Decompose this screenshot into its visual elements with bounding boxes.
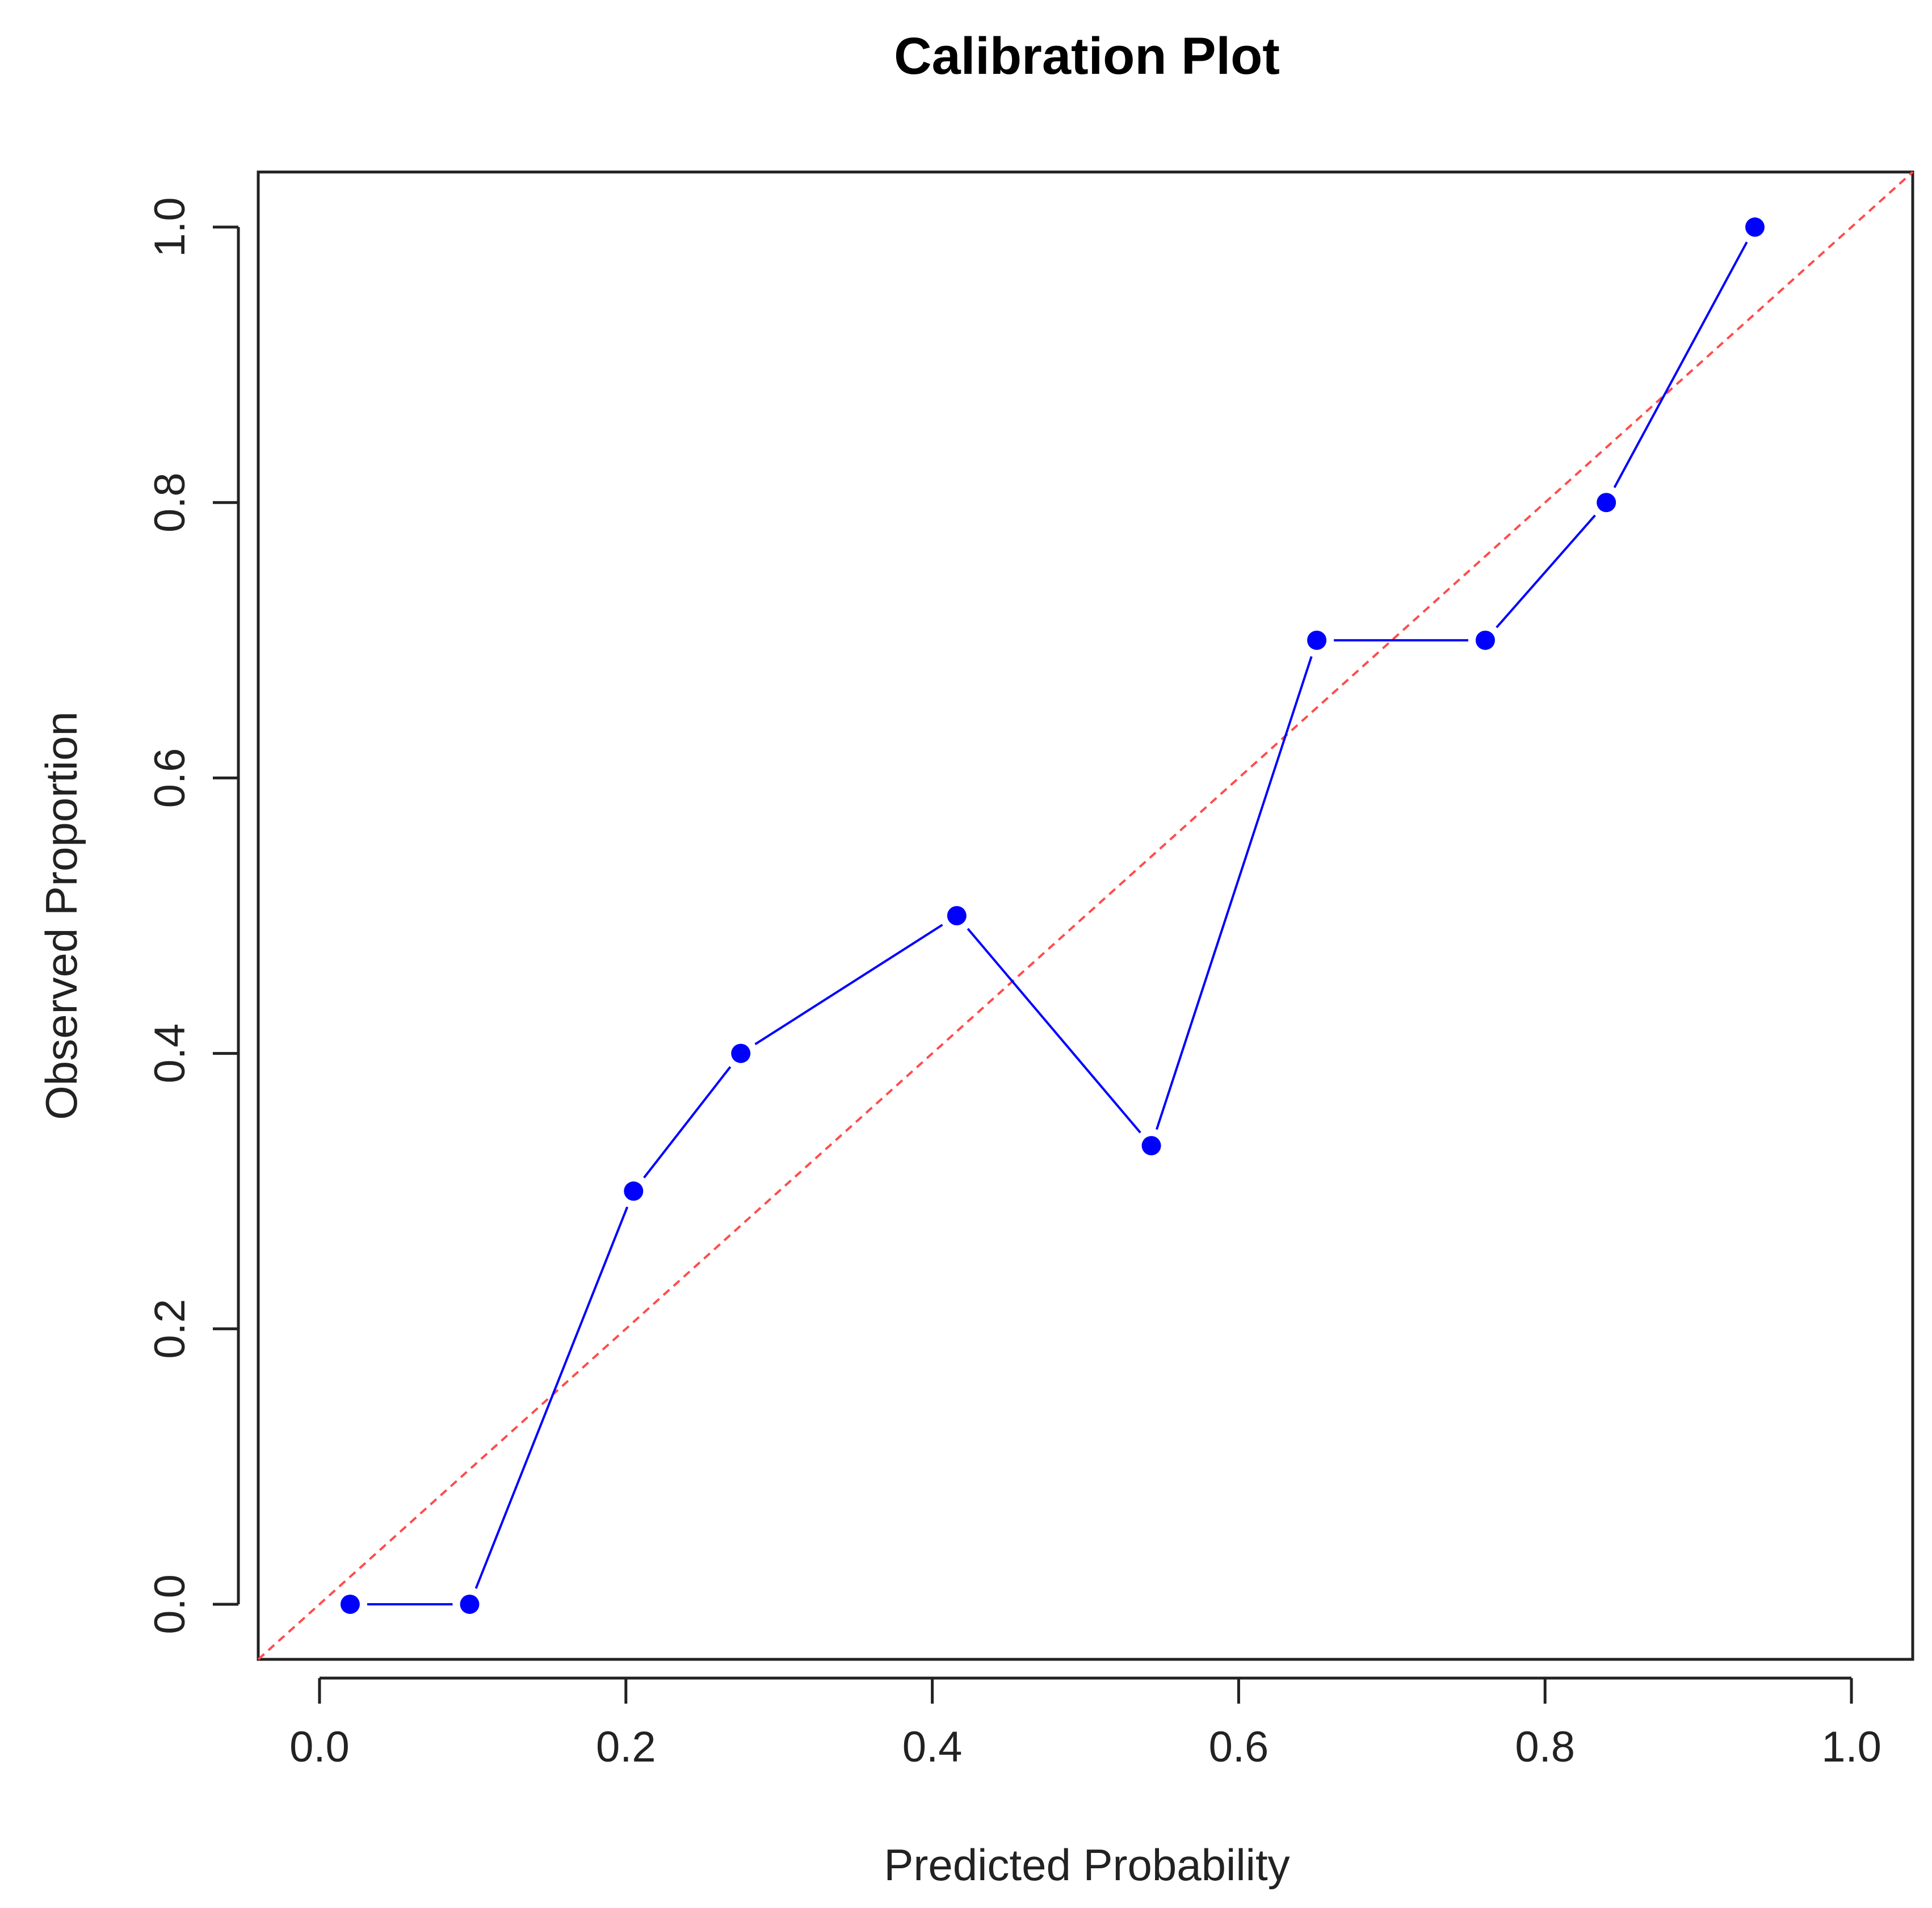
y-tick-label: 0.0 bbox=[146, 1574, 194, 1634]
data-point bbox=[1141, 1136, 1161, 1156]
series-line-segment bbox=[643, 1066, 732, 1179]
series-line-segment bbox=[754, 924, 943, 1046]
plot-frame bbox=[257, 170, 1914, 1661]
data-point bbox=[1307, 630, 1327, 650]
observed-series bbox=[340, 217, 1765, 1614]
series-line-segment bbox=[474, 1206, 629, 1589]
data-point bbox=[1745, 217, 1765, 237]
perfect-calibration-reference-line bbox=[257, 171, 1914, 1660]
y-tick-label: 0.2 bbox=[146, 1299, 194, 1359]
data-point bbox=[947, 906, 967, 925]
data-point bbox=[731, 1043, 751, 1063]
y-tick-label: 0.8 bbox=[146, 472, 194, 532]
x-axis-label: Predicted Probability bbox=[884, 1840, 1290, 1890]
x-axis: 0.0 0.2 0.4 0.6 0.8 1.0 bbox=[289, 1676, 1881, 1771]
series-line-segment bbox=[1496, 514, 1596, 628]
x-tick-label: 0.6 bbox=[1209, 1723, 1269, 1771]
y-tick-label: 1.0 bbox=[146, 197, 194, 257]
data-point bbox=[1597, 493, 1616, 513]
data-point bbox=[460, 1594, 480, 1614]
x-tick-label: 0.0 bbox=[289, 1723, 350, 1771]
series-line-segment bbox=[967, 928, 1141, 1134]
data-point bbox=[340, 1594, 360, 1614]
y-axis: 0.0 0.2 0.4 0.6 0.8 1.0 bbox=[146, 197, 240, 1634]
y-tick-label: 0.4 bbox=[146, 1024, 194, 1084]
data-point bbox=[624, 1181, 644, 1201]
series-line-segment bbox=[1155, 656, 1313, 1130]
y-tick-label: 0.6 bbox=[146, 748, 194, 808]
x-tick-label: 0.8 bbox=[1515, 1723, 1575, 1771]
x-tick-label: 1.0 bbox=[1821, 1723, 1881, 1771]
y-axis-label: Observed Proportion bbox=[36, 711, 86, 1120]
data-point bbox=[1475, 630, 1495, 650]
x-tick-label: 0.4 bbox=[902, 1723, 963, 1771]
series-line-segment bbox=[1613, 241, 1748, 488]
x-tick-label: 0.2 bbox=[596, 1723, 656, 1771]
chart-title: Calibration Plot bbox=[894, 27, 1280, 85]
